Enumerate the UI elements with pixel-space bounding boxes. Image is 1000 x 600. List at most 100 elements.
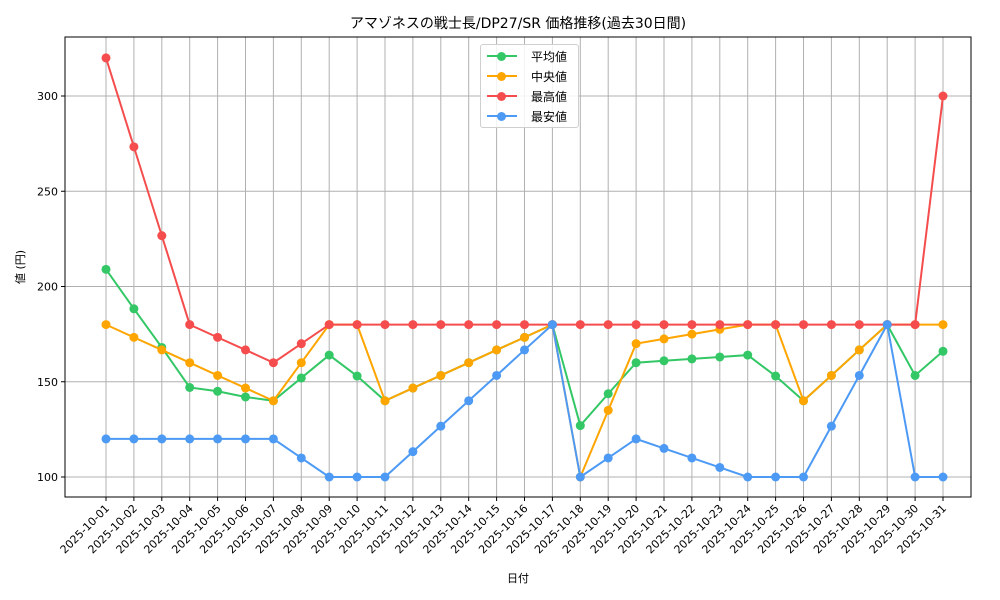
data-point: [799, 396, 808, 406]
y-tick-label: 250: [37, 185, 58, 198]
y-axis: 100 150 200 250 300: [37, 90, 65, 484]
data-point: [575, 421, 585, 431]
data-point: [213, 370, 223, 380]
data-point: [854, 345, 864, 355]
data-point: [687, 354, 697, 364]
data-point: [436, 421, 446, 431]
data-point: [547, 320, 557, 330]
data-point: [687, 329, 697, 339]
data-point: [129, 142, 139, 152]
data-point: [129, 332, 139, 342]
data-point: [380, 320, 390, 330]
data-point: [938, 320, 948, 330]
data-point: [241, 345, 250, 355]
data-point: [213, 386, 223, 396]
data-point: [101, 53, 111, 63]
legend-swatch: [487, 51, 517, 61]
data-point: [213, 434, 223, 444]
series-line: [101, 320, 948, 482]
legend-item-min: 最安値: [487, 107, 567, 125]
data-point: [352, 472, 362, 482]
data-point: [185, 382, 195, 392]
data-point: [492, 345, 502, 355]
x-axis: 2025-10-012025-10-022025-10-032025-10-04…: [58, 497, 949, 556]
plot-frame: [64, 36, 972, 498]
data-point: [213, 332, 223, 342]
data-point: [687, 320, 697, 330]
data-point: [938, 346, 948, 356]
data-point: [157, 231, 167, 241]
legend-item-median: 中央値: [487, 67, 567, 85]
data-point: [771, 371, 781, 381]
data-point: [910, 472, 920, 482]
data-point: [938, 472, 948, 482]
data-point: [799, 472, 808, 482]
data-point: [380, 396, 390, 406]
data-point: [631, 320, 641, 330]
data-point: [324, 472, 334, 482]
data-point: [938, 91, 948, 101]
legend-label: 平均値: [531, 49, 568, 64]
data-point: [910, 370, 920, 380]
data-point: [408, 320, 418, 330]
data-point: [268, 358, 278, 368]
data-point: [241, 434, 250, 444]
data-point: [854, 320, 864, 330]
data-point: [241, 383, 250, 393]
data-point: [352, 320, 362, 330]
series-line: [101, 53, 948, 368]
data-point: [882, 320, 892, 330]
legend-item-max: 最高値: [487, 87, 567, 105]
data-point: [743, 472, 753, 482]
data-point: [296, 453, 306, 463]
x-axis-label: 日付: [507, 572, 529, 585]
legend-swatch: [487, 91, 517, 101]
data-point: [157, 434, 167, 444]
data-point: [296, 358, 306, 368]
data-point: [380, 472, 390, 482]
data-point: [268, 396, 278, 406]
data-point: [743, 350, 753, 360]
legend-item-average: 平均値: [487, 47, 567, 65]
data-point: [436, 320, 446, 330]
data-point: [324, 320, 334, 330]
chart-title: アマゾネスの戦士長/DP27/SR 価格推移(過去30日間): [350, 16, 686, 32]
data-point: [185, 434, 195, 444]
legend-label: 最安値: [531, 109, 568, 124]
y-tick-label: 300: [37, 90, 58, 103]
data-point: [241, 392, 250, 402]
data-point: [659, 334, 669, 344]
y-tick-label: 150: [37, 376, 58, 389]
data-point: [715, 462, 725, 472]
data-point: [826, 421, 836, 431]
data-point: [408, 383, 418, 393]
data-point: [659, 356, 669, 366]
legend: 平均値 中央値 最高値 最安値: [480, 44, 579, 128]
data-point: [826, 370, 836, 380]
data-point: [659, 443, 669, 453]
data-point: [352, 371, 362, 381]
data-point: [659, 320, 669, 330]
data-point: [910, 320, 920, 330]
data-point: [743, 320, 753, 330]
data-point: [129, 304, 139, 314]
data-point: [603, 389, 613, 399]
data-point: [296, 339, 306, 349]
y-axis-label: 値 (円): [14, 250, 27, 284]
data-point: [771, 472, 781, 482]
data-point: [296, 373, 306, 383]
data-point: [101, 434, 111, 444]
data-point: [854, 370, 864, 380]
data-point: [464, 320, 474, 330]
data-point: [520, 332, 529, 342]
legend-swatch: [487, 71, 517, 81]
data-point: [324, 350, 334, 360]
data-point: [631, 339, 641, 349]
data-point: [603, 320, 613, 330]
data-point: [603, 405, 613, 415]
data-point: [129, 434, 139, 444]
data-point: [520, 345, 529, 355]
series-line: [101, 320, 948, 482]
data-point: [464, 358, 474, 368]
y-tick-label: 100: [37, 471, 58, 484]
